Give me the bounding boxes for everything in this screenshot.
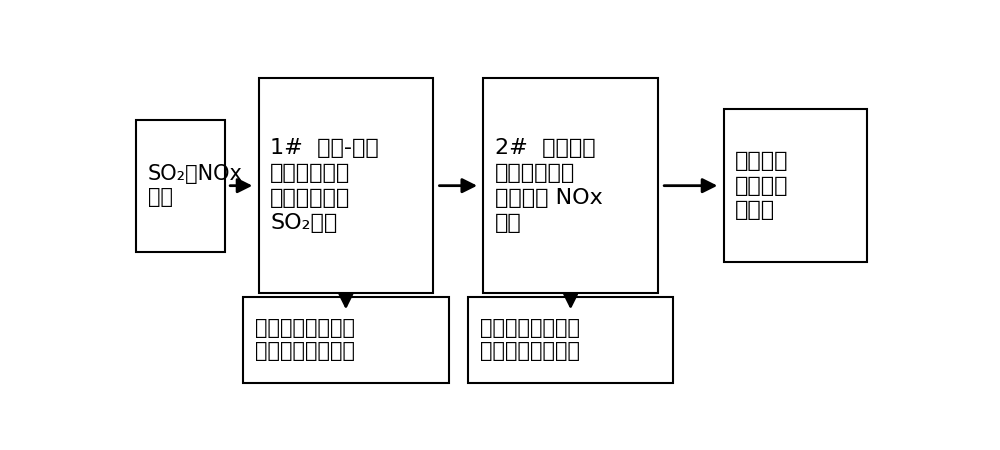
Bar: [483, 78, 658, 293]
Text: 1#  催化-生物: 1# 催化-生物: [270, 139, 379, 158]
Text: 膜填料塔主要: 膜填料塔主要: [270, 163, 351, 183]
Text: 以硫酸为主的副产: 以硫酸为主的副产: [255, 318, 355, 338]
Text: SO₂处理: SO₂处理: [270, 213, 338, 233]
Bar: [136, 120, 225, 252]
Bar: [243, 297, 449, 383]
Text: SO₂、NOx: SO₂、NOx: [148, 164, 243, 184]
Text: 进行烟气脱除: 进行烟气脱除: [270, 188, 351, 208]
Text: 处理: 处理: [495, 213, 522, 233]
Text: 后烟气达: 后烟气达: [735, 176, 789, 196]
Text: 烟气: 烟气: [148, 187, 173, 207]
Text: 以硝酸为主的副产: 以硝酸为主的副产: [480, 318, 580, 338]
Text: 品回收、综合利用: 品回收、综合利用: [255, 342, 355, 361]
Bar: [259, 78, 433, 293]
Text: 2#  生物膜填: 2# 生物膜填: [495, 139, 596, 158]
Text: 料塔主要进行: 料塔主要进行: [495, 163, 575, 183]
Bar: [724, 109, 867, 262]
Text: 标排放: 标排放: [735, 201, 775, 220]
Text: 烟气脱除 NOx: 烟气脱除 NOx: [495, 188, 603, 208]
Bar: [468, 297, 673, 383]
Text: 净化处理: 净化处理: [735, 151, 789, 171]
Text: 品回收、综合利用: 品回收、综合利用: [480, 342, 580, 361]
